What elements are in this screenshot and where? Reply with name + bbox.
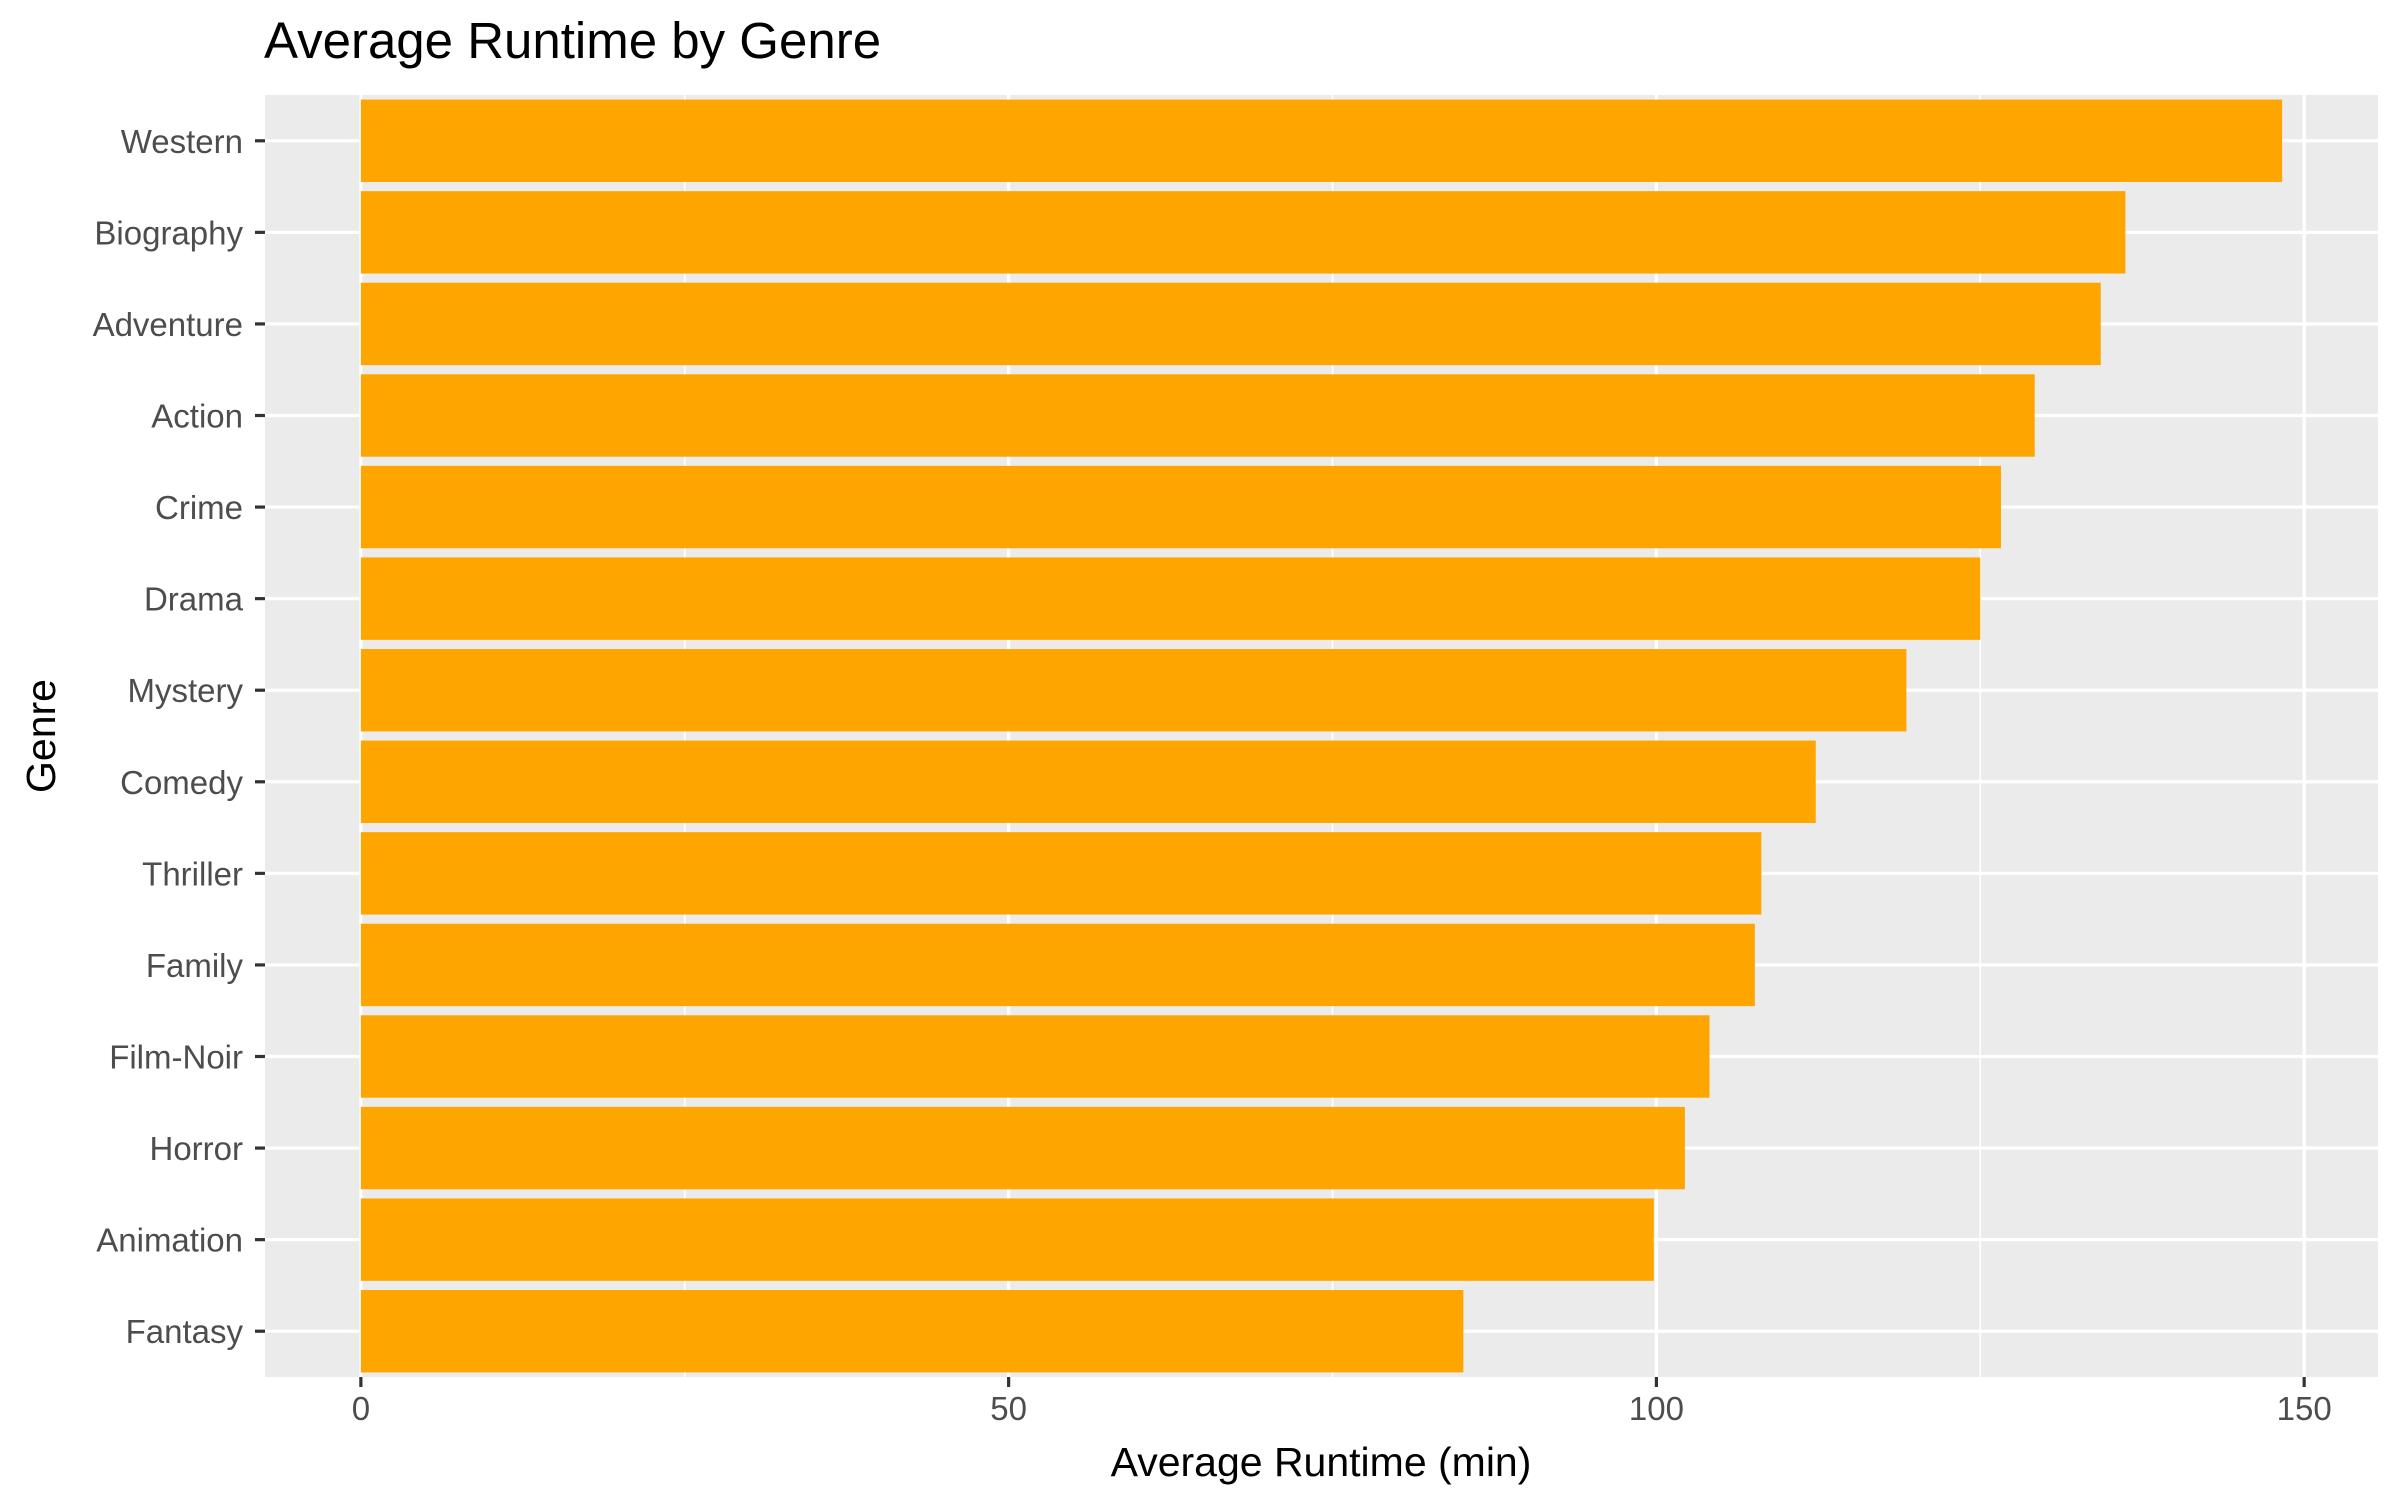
x-tick-label: 0 xyxy=(352,1390,370,1427)
y-tick-label: Comedy xyxy=(120,764,243,801)
y-tick-label: Film-Noir xyxy=(109,1039,243,1076)
y-tick-label: Drama xyxy=(144,581,244,618)
bar-fantasy xyxy=(360,1290,1464,1373)
y-tick-label: Western xyxy=(121,123,243,160)
x-tick-label: 50 xyxy=(990,1390,1027,1427)
bar-film-noir xyxy=(360,1015,1710,1098)
bar-crime xyxy=(360,465,2002,549)
y-tick-label: Adventure xyxy=(93,306,243,343)
bar-comedy xyxy=(360,740,1816,823)
y-tick-label: Fantasy xyxy=(126,1313,244,1350)
y-tick-label: Horror xyxy=(149,1130,243,1167)
bar-mystery xyxy=(360,649,1907,732)
chart-title: Average Runtime by Genre xyxy=(264,12,881,69)
y-tick-label: Action xyxy=(151,398,243,435)
x-axis: 0 50 100 150 xyxy=(352,1377,2332,1427)
y-tick-label: Biography xyxy=(94,214,243,251)
bar-family xyxy=(360,923,1755,1007)
y-tick-label: Family xyxy=(146,947,244,984)
bar-biography xyxy=(360,191,2126,274)
x-axis-title: Average Runtime (min) xyxy=(1111,1439,1532,1485)
bar-western xyxy=(360,99,2283,182)
bar-action xyxy=(360,374,2035,457)
x-tick-label: 150 xyxy=(2277,1390,2332,1427)
y-tick-label: Crime xyxy=(155,489,243,526)
bar-drama xyxy=(360,557,1981,640)
bar-animation xyxy=(360,1198,1654,1281)
bars-layer xyxy=(360,99,2283,1373)
x-tick-label: 100 xyxy=(1629,1390,1684,1427)
bar-horror xyxy=(360,1106,1685,1190)
y-tick-label: Animation xyxy=(96,1222,243,1259)
y-tick-label: Thriller xyxy=(142,855,243,892)
y-tick-label: Mystery xyxy=(128,672,244,709)
y-axis-title: Genre xyxy=(18,679,64,793)
bar-thriller xyxy=(360,832,1762,915)
bar-adventure xyxy=(360,282,2101,366)
y-axis: Western Biography Adventure Action Crime Dram… xyxy=(93,123,265,1350)
